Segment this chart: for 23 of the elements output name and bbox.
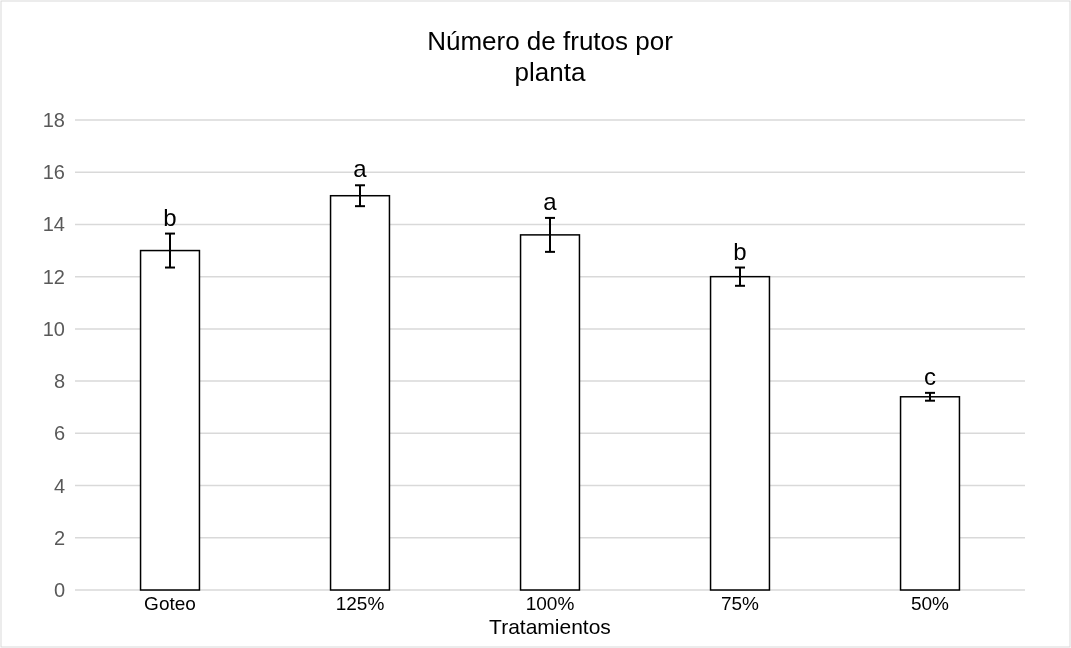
x-tick-label: Goteo — [144, 593, 196, 614]
bar — [899, 396, 961, 591]
y-tick-label: 6 — [53, 422, 65, 445]
x-tick-label: 75% — [720, 593, 760, 614]
x-axis-title: Tratamientos — [489, 615, 611, 638]
annotation: a — [543, 187, 558, 215]
y-tick-label: 18 — [42, 109, 65, 131]
x-tick-label: 125% — [335, 593, 385, 614]
x-tick-label: 50% — [910, 593, 950, 614]
chart-title: Número de frutos por planta — [427, 26, 674, 87]
annotation: b — [163, 203, 177, 231]
y-tick-label: 12 — [42, 265, 65, 288]
annotation: b — [733, 237, 747, 265]
annotation: a — [353, 155, 368, 183]
y-tick-label: 14 — [42, 213, 65, 236]
annotation: c — [924, 362, 936, 390]
y-tick-label: 8 — [53, 370, 65, 393]
y-tick-label: 16 — [42, 161, 65, 184]
x-tick-label: 100% — [525, 593, 575, 614]
y-tick-label: 0 — [53, 579, 65, 601]
y-tick-label: 4 — [53, 474, 65, 497]
y-tick-label: 2 — [53, 526, 65, 549]
y-tick-label: 10 — [42, 317, 65, 340]
